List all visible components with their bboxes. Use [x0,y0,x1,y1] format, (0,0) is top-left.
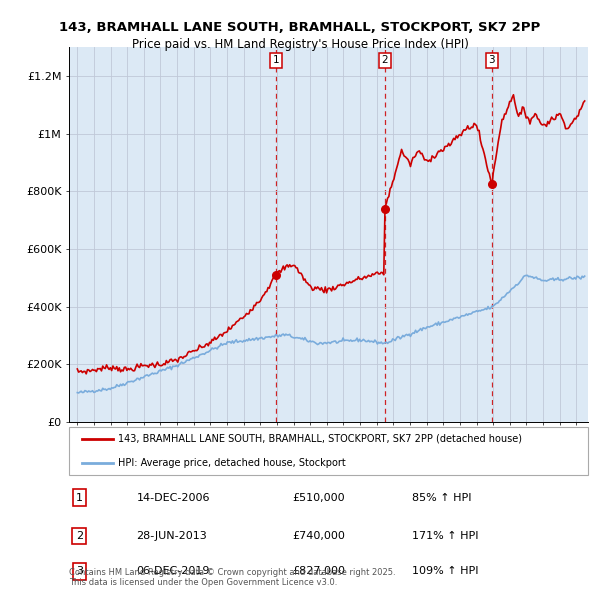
Text: 2: 2 [76,531,83,541]
Text: 06-DEC-2019: 06-DEC-2019 [136,566,210,576]
Text: £827,000: £827,000 [292,566,345,576]
Text: HPI: Average price, detached house, Stockport: HPI: Average price, detached house, Stoc… [118,458,346,468]
Text: 28-JUN-2013: 28-JUN-2013 [136,531,207,541]
Text: Price paid vs. HM Land Registry's House Price Index (HPI): Price paid vs. HM Land Registry's House … [131,38,469,51]
Text: £740,000: £740,000 [292,531,345,541]
Text: 171% ↑ HPI: 171% ↑ HPI [412,531,478,541]
Text: 109% ↑ HPI: 109% ↑ HPI [412,566,478,576]
Text: 1: 1 [273,55,280,65]
Text: 14-DEC-2006: 14-DEC-2006 [136,493,210,503]
Text: 143, BRAMHALL LANE SOUTH, BRAMHALL, STOCKPORT, SK7 2PP: 143, BRAMHALL LANE SOUTH, BRAMHALL, STOC… [59,21,541,34]
Text: Contains HM Land Registry data © Crown copyright and database right 2025.
This d: Contains HM Land Registry data © Crown c… [69,568,395,587]
Text: 143, BRAMHALL LANE SOUTH, BRAMHALL, STOCKPORT, SK7 2PP (detached house): 143, BRAMHALL LANE SOUTH, BRAMHALL, STOC… [118,434,523,444]
Text: 3: 3 [488,55,495,65]
Text: 1: 1 [76,493,83,503]
Text: 3: 3 [76,566,83,576]
Text: £510,000: £510,000 [292,493,345,503]
FancyBboxPatch shape [69,427,588,475]
Text: 85% ↑ HPI: 85% ↑ HPI [412,493,471,503]
Text: 2: 2 [382,55,388,65]
